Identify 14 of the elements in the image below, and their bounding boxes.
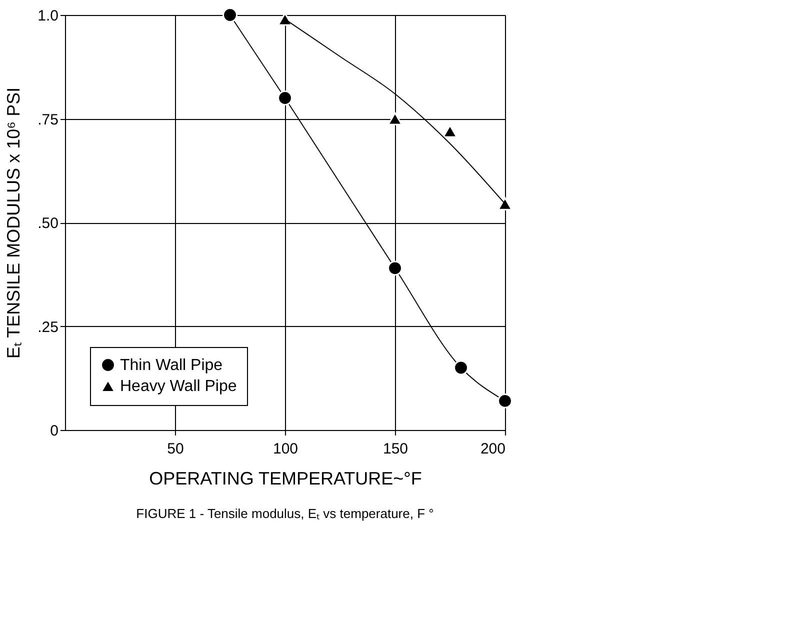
x-axis-title: OPERATING TEMPERATURE~°F (149, 468, 422, 488)
x-tick-label: 100 (272, 440, 298, 458)
legend-label: Heavy Wall Pipe (120, 378, 237, 395)
caption: FIGURE 1 - Tensile modulus, Eₜ vs temperature, F ° (136, 506, 434, 521)
y-tick-label: .25 (38, 318, 58, 336)
x-tick-label: 150 (382, 440, 408, 458)
y-axis-title: Eₜ TENSILE MODULUS x 10⁶ PSI (4, 87, 24, 359)
x-tick-label: 50 (167, 440, 184, 458)
y-tick-label: 1.0 (38, 8, 58, 24)
x-tick-label: 200 (480, 440, 506, 458)
y-tick-label: .75 (38, 111, 58, 128)
y-tick-label: 0 (50, 422, 58, 440)
legend-label: Thin Wall Pipe (120, 357, 223, 374)
y-tick-label: .50 (38, 215, 58, 232)
